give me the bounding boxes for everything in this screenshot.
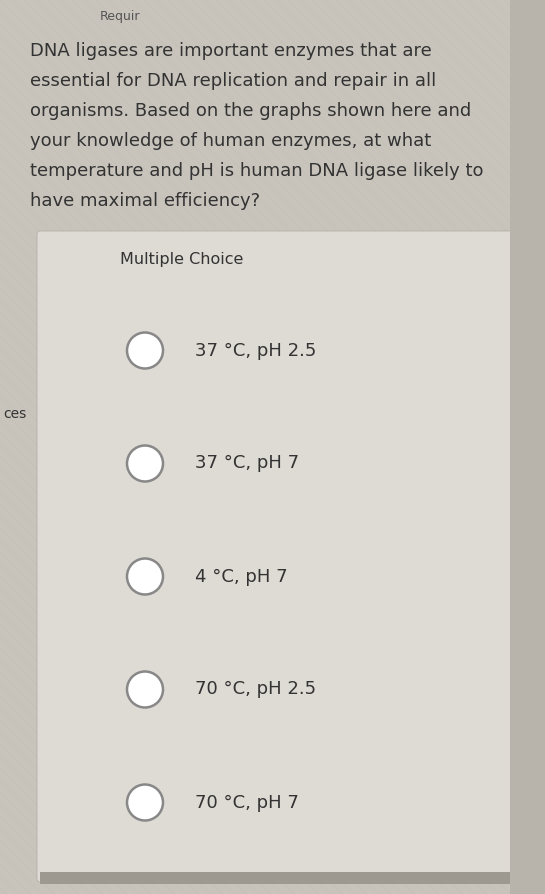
FancyBboxPatch shape [40, 872, 510, 884]
Text: ces: ces [3, 407, 26, 421]
Text: Requir: Requir [100, 10, 141, 23]
FancyBboxPatch shape [37, 231, 513, 882]
Text: 37 °C, pH 7: 37 °C, pH 7 [195, 454, 299, 473]
Circle shape [127, 559, 163, 595]
Text: your knowledge of human enzymes, at what: your knowledge of human enzymes, at what [30, 132, 431, 150]
Text: 70 °C, pH 2.5: 70 °C, pH 2.5 [195, 680, 316, 698]
Text: DNA ligases are important enzymes that are: DNA ligases are important enzymes that a… [30, 42, 432, 60]
Circle shape [127, 445, 163, 482]
Text: Multiple Choice: Multiple Choice [120, 252, 244, 267]
Text: temperature and pH is human DNA ligase likely to: temperature and pH is human DNA ligase l… [30, 162, 483, 180]
Text: have maximal efficiency?: have maximal efficiency? [30, 192, 260, 210]
Text: 4 °C, pH 7: 4 °C, pH 7 [195, 568, 288, 586]
Text: organisms. Based on the graphs shown here and: organisms. Based on the graphs shown her… [30, 102, 471, 120]
Circle shape [127, 671, 163, 707]
Circle shape [127, 333, 163, 368]
FancyBboxPatch shape [510, 0, 545, 894]
Text: 37 °C, pH 2.5: 37 °C, pH 2.5 [195, 342, 317, 359]
Text: 70 °C, pH 7: 70 °C, pH 7 [195, 794, 299, 812]
Text: essential for DNA replication and repair in all: essential for DNA replication and repair… [30, 72, 436, 90]
Circle shape [127, 785, 163, 821]
